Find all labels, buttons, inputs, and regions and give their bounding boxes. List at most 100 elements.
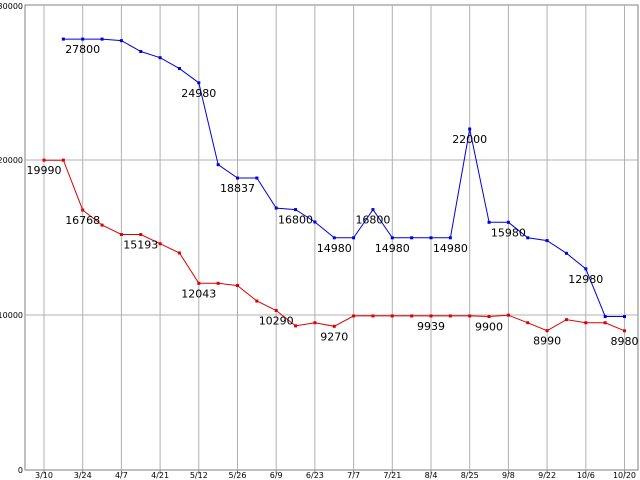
data-point bbox=[197, 81, 201, 85]
data-point bbox=[216, 281, 220, 285]
data-label: 22000 bbox=[452, 133, 487, 146]
data-label: 24980 bbox=[181, 87, 216, 100]
data-label: 18837 bbox=[220, 182, 255, 195]
data-point bbox=[468, 127, 472, 131]
data-label: 9900 bbox=[475, 321, 503, 334]
data-point bbox=[197, 281, 201, 285]
data-point bbox=[42, 158, 46, 162]
data-label: 16800 bbox=[278, 214, 313, 227]
data-label: 9270 bbox=[320, 330, 348, 343]
data-point bbox=[100, 37, 104, 41]
plot-frame bbox=[24, 4, 639, 471]
data-point bbox=[139, 233, 143, 237]
data-point bbox=[410, 236, 414, 240]
data-point bbox=[584, 267, 588, 271]
x-tick-label: 9/22 bbox=[538, 471, 556, 480]
data-point bbox=[236, 284, 239, 288]
data-point bbox=[390, 314, 394, 318]
y-tick-label: 10000 bbox=[0, 311, 23, 320]
series-group bbox=[42, 37, 626, 333]
grid-lines bbox=[24, 4, 639, 471]
data-label: 10290 bbox=[259, 315, 294, 328]
data-point bbox=[294, 324, 298, 328]
data-point bbox=[119, 233, 123, 237]
data-point bbox=[526, 236, 530, 240]
y-tick-label: 0 bbox=[18, 466, 23, 475]
data-label: 15193 bbox=[123, 239, 158, 252]
data-label: 14980 bbox=[433, 242, 468, 255]
data-point bbox=[448, 236, 452, 240]
data-label: 19990 bbox=[27, 164, 62, 177]
data-point bbox=[81, 208, 85, 212]
data-point bbox=[584, 321, 588, 325]
data-label: 9939 bbox=[417, 320, 445, 333]
data-label: 15980 bbox=[491, 226, 526, 239]
data-point bbox=[623, 329, 626, 333]
data-point bbox=[487, 315, 491, 319]
data-point bbox=[177, 67, 181, 71]
data-point bbox=[313, 321, 317, 325]
data-label: 14980 bbox=[375, 242, 410, 255]
x-tick-label: 8/25 bbox=[461, 471, 479, 480]
data-point bbox=[429, 236, 433, 240]
data-point bbox=[255, 176, 259, 180]
data-point bbox=[177, 251, 181, 255]
data-label: 12980 bbox=[568, 273, 603, 286]
data-point bbox=[506, 313, 510, 317]
data-point bbox=[255, 299, 259, 303]
data-point bbox=[468, 314, 472, 318]
data-point bbox=[61, 158, 65, 162]
data-point bbox=[119, 39, 123, 43]
data-point bbox=[603, 315, 607, 319]
data-point bbox=[487, 220, 491, 224]
data-point bbox=[603, 321, 607, 325]
data-point bbox=[506, 220, 510, 224]
x-tick-label: 4/7 bbox=[115, 471, 128, 480]
data-point bbox=[564, 318, 568, 322]
data-point bbox=[81, 37, 85, 41]
data-point bbox=[352, 314, 356, 318]
x-tick-label: 6/23 bbox=[306, 471, 324, 480]
y-tick-label: 20000 bbox=[0, 156, 23, 165]
data-point bbox=[371, 208, 375, 212]
x-tick-label: 5/12 bbox=[190, 471, 208, 480]
x-tick-label: 3/10 bbox=[35, 471, 53, 480]
data-point bbox=[294, 208, 298, 212]
data-point bbox=[332, 236, 336, 240]
x-tick-label: 10/20 bbox=[613, 471, 636, 480]
data-point bbox=[352, 236, 356, 240]
x-tick-label: 7/7 bbox=[347, 471, 360, 480]
y-axis-ticks: 0 10000 20000 30000 bbox=[0, 2, 23, 475]
x-tick-label: 8/4 bbox=[425, 471, 438, 480]
data-point bbox=[429, 314, 433, 318]
x-tick-label: 7/21 bbox=[383, 471, 401, 480]
data-label: 8990 bbox=[533, 335, 561, 348]
x-tick-label: 6/9 bbox=[270, 471, 283, 480]
data-point bbox=[545, 329, 549, 333]
x-axis-ticks: 3/10 3/24 4/7 4/21 5/12 5/26 6/9 6/23 7/7 7/21 8/4… bbox=[35, 470, 636, 480]
data-point bbox=[526, 321, 530, 325]
data-label: 8980 bbox=[611, 335, 639, 348]
data-labels: 27800 24980 18837 16800 14980 16800 14980 14980… bbox=[27, 43, 639, 348]
data-point bbox=[274, 309, 278, 313]
data-point bbox=[448, 314, 452, 318]
x-tick-label: 5/26 bbox=[229, 471, 247, 480]
x-tick-label: 3/24 bbox=[74, 471, 92, 480]
data-point bbox=[332, 324, 336, 328]
data-label: 16800 bbox=[355, 214, 390, 227]
data-point bbox=[313, 220, 317, 224]
data-label: 16768 bbox=[65, 214, 100, 227]
series-line-0 bbox=[63, 38, 625, 317]
data-label: 14980 bbox=[317, 242, 352, 255]
x-tick-label: 9/8 bbox=[502, 471, 515, 480]
x-tick-label: 10/6 bbox=[577, 471, 595, 480]
data-point bbox=[274, 206, 278, 210]
data-point bbox=[100, 223, 104, 227]
data-point bbox=[158, 242, 162, 246]
data-label: 12043 bbox=[181, 287, 216, 300]
data-point bbox=[139, 50, 143, 53]
data-point bbox=[564, 251, 568, 255]
data-point bbox=[410, 314, 414, 318]
data-point bbox=[158, 56, 162, 60]
